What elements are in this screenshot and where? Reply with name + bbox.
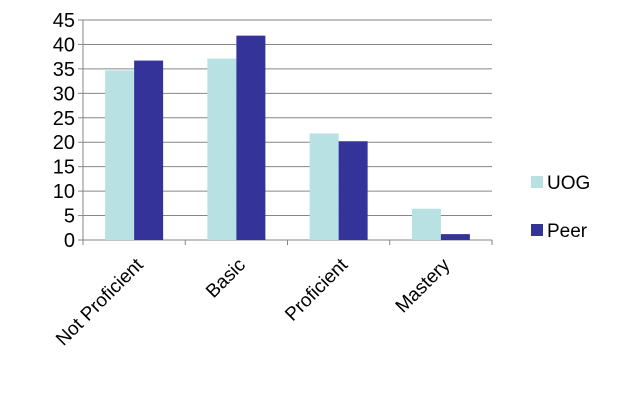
legend-label-peer: Peer [547,221,588,242]
legend-label-uog: UOG [547,173,590,194]
y-tick-label: 30 [53,83,75,105]
y-tick-label: 0 [64,230,75,252]
y-tick-label: 35 [53,59,75,81]
y-tick-label: 40 [53,34,75,56]
legend: UOG Peer [531,173,590,242]
y-tick-label: 15 [53,157,75,179]
bar-peer-basic [236,35,266,241]
bar-uog-proficient [309,133,339,240]
x-category-label: Mastery [392,254,455,317]
y-tick-label: 45 [53,10,75,32]
y-tick-label: 5 [64,206,75,228]
x-category-labels: Not Proficient Basic Proficient Mastery [52,254,455,350]
y-tick-label: 25 [53,108,75,130]
y-tick-label: 20 [53,132,75,154]
legend-swatch-uog [531,176,543,188]
x-category-label: Basic [202,255,250,303]
bar-peer-proficient [338,141,368,240]
bar-peer-not-proficient [134,60,164,241]
bar-uog-basic [207,58,237,240]
y-tick-label: 10 [53,181,75,203]
x-category-label: Not Proficient [52,254,148,350]
bar-uog-mastery [411,208,441,240]
bar-uog-not-proficient [105,70,135,240]
bars [105,35,470,241]
x-category-label: Proficient [281,254,352,325]
legend-swatch-peer [531,224,543,236]
bar-peer-mastery [440,234,470,240]
